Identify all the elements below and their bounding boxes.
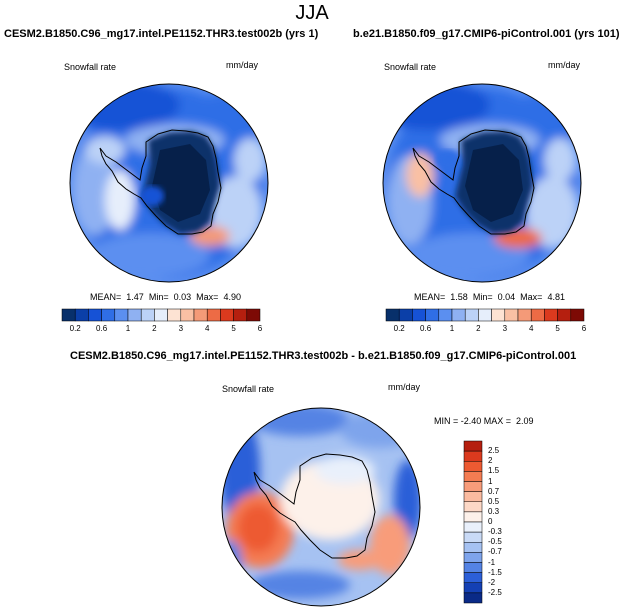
colorbar-1-swatch — [180, 308, 195, 322]
colorbar-3-tick-label: 0.7 — [488, 486, 500, 496]
colorbar-2-swatch — [464, 308, 479, 322]
colorbar-1-swatch — [101, 308, 116, 322]
colorbar-3-swatch — [463, 531, 483, 543]
colorbar-1-swatch — [246, 308, 261, 322]
colorbar-2-swatch — [425, 308, 440, 322]
colorbar-3-swatch — [463, 501, 483, 513]
panel-2-title: b.e21.B1850.f09_g17.CMIP6-piControl.001 … — [353, 28, 620, 40]
colorbar-1-swatch — [74, 308, 89, 322]
colorbar-2-tick-label: 0.2 — [393, 324, 405, 333]
panel-2-units: mm/day — [548, 60, 581, 70]
colorbar-3-tick-label: 0.3 — [488, 506, 500, 516]
colorbar-1-swatch — [206, 308, 221, 322]
panel-3-units: mm/day — [388, 382, 421, 392]
colorbar-3-swatch — [463, 582, 483, 594]
colorbar-2-tick-label: 0.6 — [420, 324, 432, 333]
figure-title: JJA — [295, 2, 329, 24]
panel-1-variable: Snowfall rate — [64, 62, 117, 72]
colorbar-3-tick-label: -0.3 — [488, 527, 502, 537]
antarctica-coastline-1 — [99, 129, 222, 235]
colorbar-3-tick-label: -1.5 — [488, 567, 502, 577]
antarctica-coastline-2 — [412, 129, 535, 235]
map-panel-2 — [383, 84, 581, 282]
colorbar-1-tick-label: 0.2 — [69, 324, 81, 333]
colorbar-3-tick-label: 1.5 — [488, 466, 500, 476]
colorbar-3-swatch — [463, 450, 483, 462]
panel-1-units: mm/day — [226, 60, 259, 70]
colorbar-3-swatch — [463, 552, 483, 563]
colorbar-2-swatch — [412, 308, 426, 322]
colorbar-1-tick-label: 6 — [257, 324, 263, 333]
colorbar-1-tick-label: 2 — [152, 324, 157, 333]
colorbar-difference-labels: 2.5 2 1.5 1 0.7 0.5 0.3 0 -0.3 -0.5 -0.7 -1 -1.5 -2 -2… — [486, 0, 526, 610]
colorbar-3-swatch — [463, 572, 483, 583]
colorbar-2-swatch — [557, 308, 572, 322]
colorbar-1-tick-label: 4 — [204, 324, 210, 333]
colorbar-3-swatch — [463, 471, 483, 482]
colorbar-1-swatch — [127, 308, 142, 322]
colorbar-3-swatch — [463, 562, 483, 573]
colorbar-3-tick-label: 1 — [488, 476, 493, 486]
colorbar-panel-1-labels: 0.2 0.6 1 2 3 4 5 6 — [0, 324, 624, 336]
colorbar-panel-1 — [61, 308, 261, 322]
colorbar-1-tick-label: 0.6 — [96, 324, 108, 333]
colorbar-2-swatch — [385, 308, 400, 322]
colorbar-2-tick-label: 4 — [528, 324, 534, 333]
panel-1-title: CESM2.B1850.C96_mg17.intel.PE1152.THR3.t… — [4, 28, 319, 40]
colorbar-3-tick-label: -2 — [488, 577, 496, 587]
colorbar-2-tick-label: 1 — [449, 324, 455, 333]
antarctica-coastline-3 — [253, 453, 376, 559]
colorbar-3-swatch — [463, 592, 483, 604]
panel-1-stats: MEAN= 1.47 Min= 0.03 Max= 4.90 — [90, 292, 241, 302]
colorbar-1-tick-label: 3 — [178, 324, 184, 333]
colorbar-1-swatch — [220, 308, 234, 322]
colorbar-2-swatch — [398, 308, 413, 322]
colorbar-3-swatch — [463, 440, 483, 452]
colorbar-3-swatch — [463, 491, 483, 502]
colorbar-2-swatch — [570, 308, 585, 322]
colorbar-1-swatch — [88, 308, 102, 322]
colorbar-panel-2 — [385, 308, 585, 322]
colorbar-1-swatch — [193, 308, 208, 322]
colorbar-2-swatch — [530, 308, 545, 322]
colorbar-panel-2-labels: 0.2 0.6 1 2 3 4 5 6 — [0, 324, 624, 336]
colorbar-2-swatch — [438, 308, 453, 322]
colorbar-3-tick-label: -0.5 — [488, 537, 502, 547]
colorbar-1-swatch — [233, 308, 248, 322]
colorbar-3-swatch — [463, 511, 483, 523]
colorbar-3-tick-label: 2.5 — [488, 446, 500, 456]
colorbar-1-tick-label: 1 — [125, 324, 131, 333]
colorbar-3-tick-label: 0.5 — [488, 496, 500, 506]
colorbar-1-swatch — [140, 308, 155, 322]
colorbar-3-swatch — [463, 461, 483, 472]
colorbar-1-swatch — [61, 308, 76, 322]
colorbar-3-tick-label: -1 — [488, 557, 496, 567]
colorbar-2-swatch — [451, 308, 466, 322]
colorbar-3-tick-label: -0.7 — [488, 547, 502, 557]
colorbar-2-tick-label: 6 — [581, 324, 587, 333]
colorbar-2-tick-label: 3 — [502, 324, 508, 333]
map-panel-1 — [70, 84, 268, 282]
colorbar-difference — [463, 440, 483, 604]
panel-2-stats: MEAN= 1.58 Min= 0.04 Max= 4.81 — [414, 292, 565, 302]
panel-3-variable: Snowfall rate — [222, 384, 275, 394]
panel-3-stats: MIN = -2.40 MAX = 2.09 — [434, 416, 534, 426]
colorbar-3-tick-label: 2 — [488, 456, 493, 466]
colorbar-1-swatch — [114, 308, 129, 322]
panel-2-variable: Snowfall rate — [384, 62, 437, 72]
map-panel-3 — [222, 408, 420, 606]
colorbar-3-swatch — [463, 521, 483, 533]
colorbar-1-tick-label: 5 — [231, 324, 236, 333]
colorbar-1-swatch — [167, 308, 182, 322]
colorbar-3-tick-label: 0 — [488, 517, 493, 526]
colorbar-2-tick-label: 2 — [476, 324, 481, 333]
colorbar-2-swatch — [544, 308, 558, 322]
colorbar-3-swatch — [463, 481, 483, 492]
colorbar-2-tick-label: 5 — [555, 324, 560, 333]
panel-3-title: CESM2.B1850.C96_mg17.intel.PE1152.THR3.t… — [70, 350, 577, 362]
colorbar-1-swatch — [154, 308, 168, 322]
colorbar-3-swatch — [463, 542, 483, 553]
colorbar-3-tick-label: -2.5 — [488, 587, 502, 597]
